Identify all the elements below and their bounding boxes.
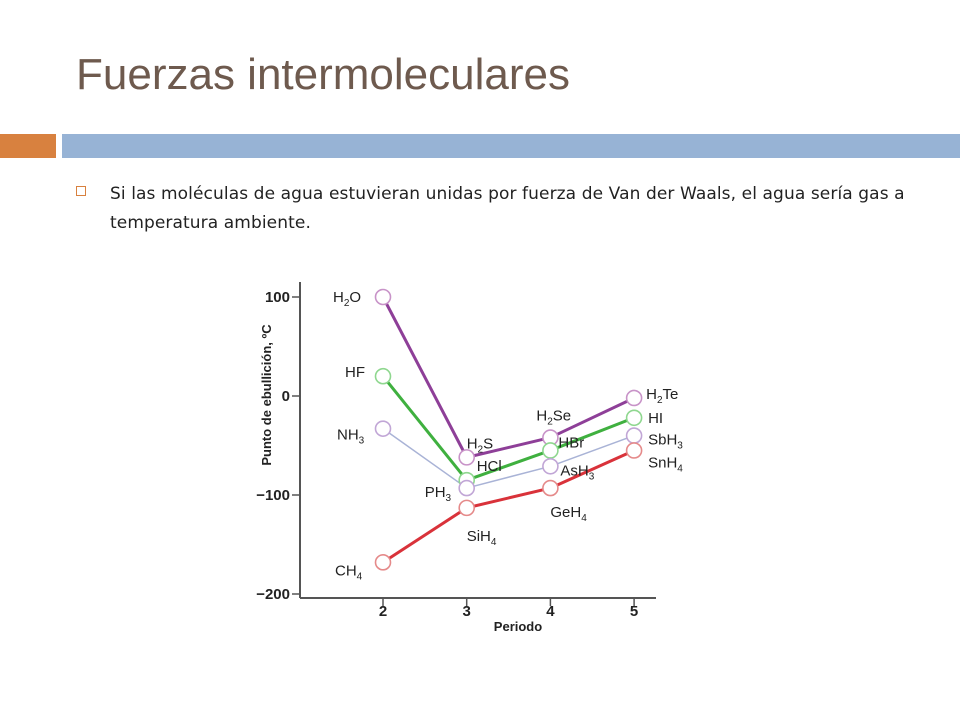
data-point bbox=[458, 479, 476, 497]
series-line-0 bbox=[381, 296, 635, 459]
y-tick-label: −200 bbox=[256, 586, 290, 603]
point-label: SnH4 bbox=[648, 454, 683, 474]
x-tick-label: 5 bbox=[630, 603, 638, 620]
data-point bbox=[625, 427, 643, 444]
series-line-2 bbox=[382, 428, 635, 489]
data-point bbox=[542, 479, 559, 497]
point-label: HI bbox=[648, 410, 663, 427]
point-label: GeH4 bbox=[550, 504, 587, 524]
point-label: AsH3 bbox=[560, 462, 594, 482]
data-point bbox=[625, 409, 643, 427]
series-line-3 bbox=[382, 449, 635, 564]
bullet-text: Si las moléculas de agua estuvieran unid… bbox=[110, 184, 905, 233]
point-label: H2Se bbox=[536, 408, 571, 428]
x-tick-label: 3 bbox=[463, 603, 471, 620]
data-point bbox=[542, 457, 559, 475]
series-line-1 bbox=[381, 375, 635, 482]
point-label: HF bbox=[345, 364, 365, 381]
bullet-item: Si las moléculas de agua estuvieran unid… bbox=[76, 180, 916, 238]
data-point bbox=[458, 449, 476, 466]
point-label: SiH4 bbox=[467, 528, 497, 548]
data-point bbox=[458, 499, 476, 517]
point-label: HCl bbox=[477, 458, 502, 475]
data-point bbox=[625, 389, 643, 407]
x-axis-label: Periodo bbox=[494, 619, 542, 634]
title-rule-bar bbox=[62, 134, 960, 158]
point-label: SbH3 bbox=[648, 432, 683, 452]
point-label: PH3 bbox=[425, 484, 452, 504]
chart-markers bbox=[374, 288, 643, 571]
slide-title: Fuerzas intermoleculares bbox=[76, 50, 570, 99]
point-label: NH3 bbox=[337, 427, 365, 447]
data-point bbox=[542, 442, 559, 459]
chart-series-lines bbox=[381, 296, 635, 564]
x-tick-label: 2 bbox=[379, 603, 387, 620]
title-accent-bar bbox=[0, 134, 56, 158]
point-label: HBr bbox=[558, 434, 584, 451]
data-point bbox=[374, 420, 392, 437]
chart-point-labels: H2O H2S H2Se H2Te HF HCl HBr HI NH3 PH3 AsH3 SbH3 CH… bbox=[333, 289, 683, 582]
square-bullet-icon bbox=[76, 186, 86, 196]
data-point bbox=[374, 367, 392, 385]
y-tick-label: 0 bbox=[282, 388, 290, 405]
x-tick-label: 4 bbox=[546, 603, 555, 620]
data-point bbox=[625, 442, 643, 459]
y-axis-label: Punto de ebullición, ºC bbox=[259, 324, 274, 466]
chart-axes: 100 0 −100 −200 2 3 4 5 Periodo Punto de ebullici… bbox=[256, 282, 656, 634]
point-label: CH4 bbox=[335, 562, 363, 582]
point-label: H2O bbox=[333, 289, 361, 309]
point-label: H2Te bbox=[646, 386, 678, 406]
point-label: H2S bbox=[467, 435, 493, 455]
y-tick-label: −100 bbox=[256, 487, 290, 504]
data-point bbox=[374, 288, 392, 306]
data-point bbox=[374, 554, 392, 571]
y-tick-label: 100 bbox=[265, 289, 290, 306]
